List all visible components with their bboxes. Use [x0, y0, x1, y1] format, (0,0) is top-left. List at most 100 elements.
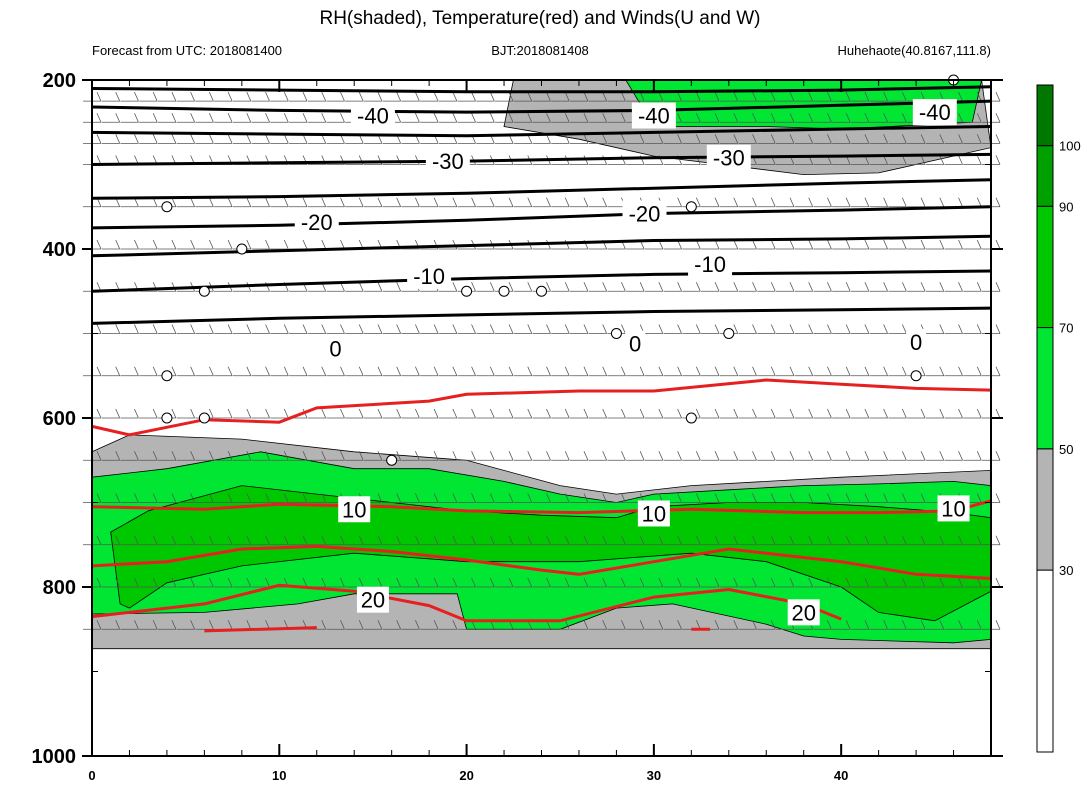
wind-barb-flag — [695, 620, 701, 630]
wind-barb-flag — [639, 366, 645, 376]
wind-barb-flag — [752, 451, 757, 461]
wind-barb-flag — [377, 535, 383, 545]
wind-barb-flag — [864, 408, 870, 419]
wind-barb-flag — [209, 239, 214, 250]
wind-barb-flag — [283, 535, 289, 545]
wind-barb-flag — [583, 134, 589, 144]
wind-barb-flag — [377, 620, 383, 630]
wind-barb-flag — [639, 408, 645, 419]
wind-barb-flag — [995, 366, 1001, 376]
wind-barb-flag — [508, 91, 514, 102]
wind-barb-flag — [302, 577, 308, 588]
wind-barb-flag — [190, 408, 196, 419]
wind-barb-flag — [377, 408, 383, 419]
wind-barb-flag — [976, 239, 982, 250]
wind-barb-flag — [827, 197, 832, 207]
wind-barb-flag — [995, 282, 1001, 292]
wind-barb-flag — [939, 155, 945, 165]
wind-barb-flag — [677, 620, 682, 630]
wind-barb-flag — [415, 366, 420, 376]
wind-barb-flag — [901, 113, 907, 123]
wind-barb-flag — [564, 493, 570, 503]
wind-barb-flag — [864, 197, 870, 207]
wind-barb-flag — [883, 577, 888, 588]
wind-barb-flag — [489, 408, 495, 419]
wind-barb-flag — [564, 113, 570, 123]
wind-barb-flag — [115, 535, 121, 545]
wind-barb-flag — [958, 408, 963, 419]
x-tick-label: 20 — [459, 768, 473, 783]
wind-barb-flag — [770, 493, 776, 503]
wind-barb-flag — [958, 366, 963, 376]
wind-barb-flag — [433, 535, 439, 545]
wind-barb-flag — [246, 577, 252, 588]
wind-barb-flag — [152, 577, 158, 588]
wind-barb-flag — [920, 155, 926, 165]
y-tick-label: 1000 — [32, 746, 77, 768]
wind-barb-flag — [789, 366, 795, 376]
wind-barb-flag — [995, 324, 1001, 334]
wind-barb-flag — [752, 197, 757, 207]
wind-barb-flag — [808, 408, 814, 419]
wind-barb-flag — [901, 366, 907, 376]
calm-wind-marker — [236, 243, 248, 255]
wind-barb-flag — [864, 620, 870, 630]
wind-barb-flag — [976, 197, 982, 207]
wind-barb-flag — [265, 197, 270, 207]
wind-barb-flag — [209, 451, 214, 461]
wind-barb-flag — [489, 366, 495, 376]
wind-barb-flag — [677, 366, 682, 376]
wind-barbs — [83, 91, 1001, 630]
wind-barb-flag — [789, 535, 795, 545]
wind-barb-flag — [845, 408, 851, 419]
y-tick-label: 800 — [43, 577, 76, 599]
wind-barb-flag — [583, 451, 589, 461]
wind-barb-flag — [265, 535, 270, 545]
wind-barb-flag — [209, 197, 214, 207]
forecast-subtitle: Forecast from UTC: 2018081400 — [92, 43, 282, 58]
wind-barb-flag — [134, 493, 139, 503]
contour-label: -30 — [713, 146, 745, 171]
wind-barb-flag — [265, 577, 270, 588]
wind-barb-flag — [658, 366, 664, 376]
contour-label-box — [338, 496, 371, 523]
wind-barb-flag — [789, 282, 795, 292]
wind-barb-flag — [845, 197, 851, 207]
wind-barb-flag — [321, 535, 327, 545]
colorbar-label: 70 — [1059, 321, 1073, 336]
wind-barb-flag — [171, 451, 177, 461]
wind-barb-flag — [770, 620, 776, 630]
wind-barb-flag — [752, 113, 757, 123]
wind-barb-flag — [564, 451, 570, 461]
wind-barb-flag — [695, 408, 701, 419]
wind-barb-flag — [415, 408, 420, 419]
wind-barb-flag — [602, 620, 608, 630]
wind-barb-flag — [995, 620, 1001, 630]
wind-barb-flag — [171, 197, 177, 207]
wind-barb-flag — [789, 239, 795, 250]
wind-barb-flag — [939, 197, 945, 207]
wind-barb-flag — [845, 451, 851, 461]
wind-barb-flag — [995, 134, 1001, 144]
red-isotherm-4 — [204, 626, 317, 633]
wind-barb-flag — [789, 451, 795, 461]
wind-barb-flag — [864, 134, 870, 144]
wind-barb-flag — [340, 451, 345, 461]
contour-label: 0 — [910, 330, 922, 355]
wind-barb-flag — [190, 197, 196, 207]
contour-label-box — [637, 500, 670, 527]
contour-label-box — [906, 328, 927, 355]
wind-barb-flag — [770, 366, 776, 376]
wind-barb-flag — [265, 408, 270, 419]
wind-barb-flag — [677, 408, 682, 419]
contour-label-box — [425, 148, 470, 175]
wind-barb-flag — [920, 620, 926, 630]
contour-label: 20 — [791, 600, 815, 625]
wind-barb-flag — [714, 197, 720, 207]
wind-barb-flag — [115, 620, 121, 630]
colorbar-label: 50 — [1059, 442, 1073, 457]
wind-barb-flag — [358, 577, 364, 588]
black-isotherm-2 — [91, 125, 992, 138]
wind-barb-flag — [733, 366, 739, 376]
chart-title: RH(shaded), Temperature(red) and Winds(U… — [319, 8, 760, 29]
